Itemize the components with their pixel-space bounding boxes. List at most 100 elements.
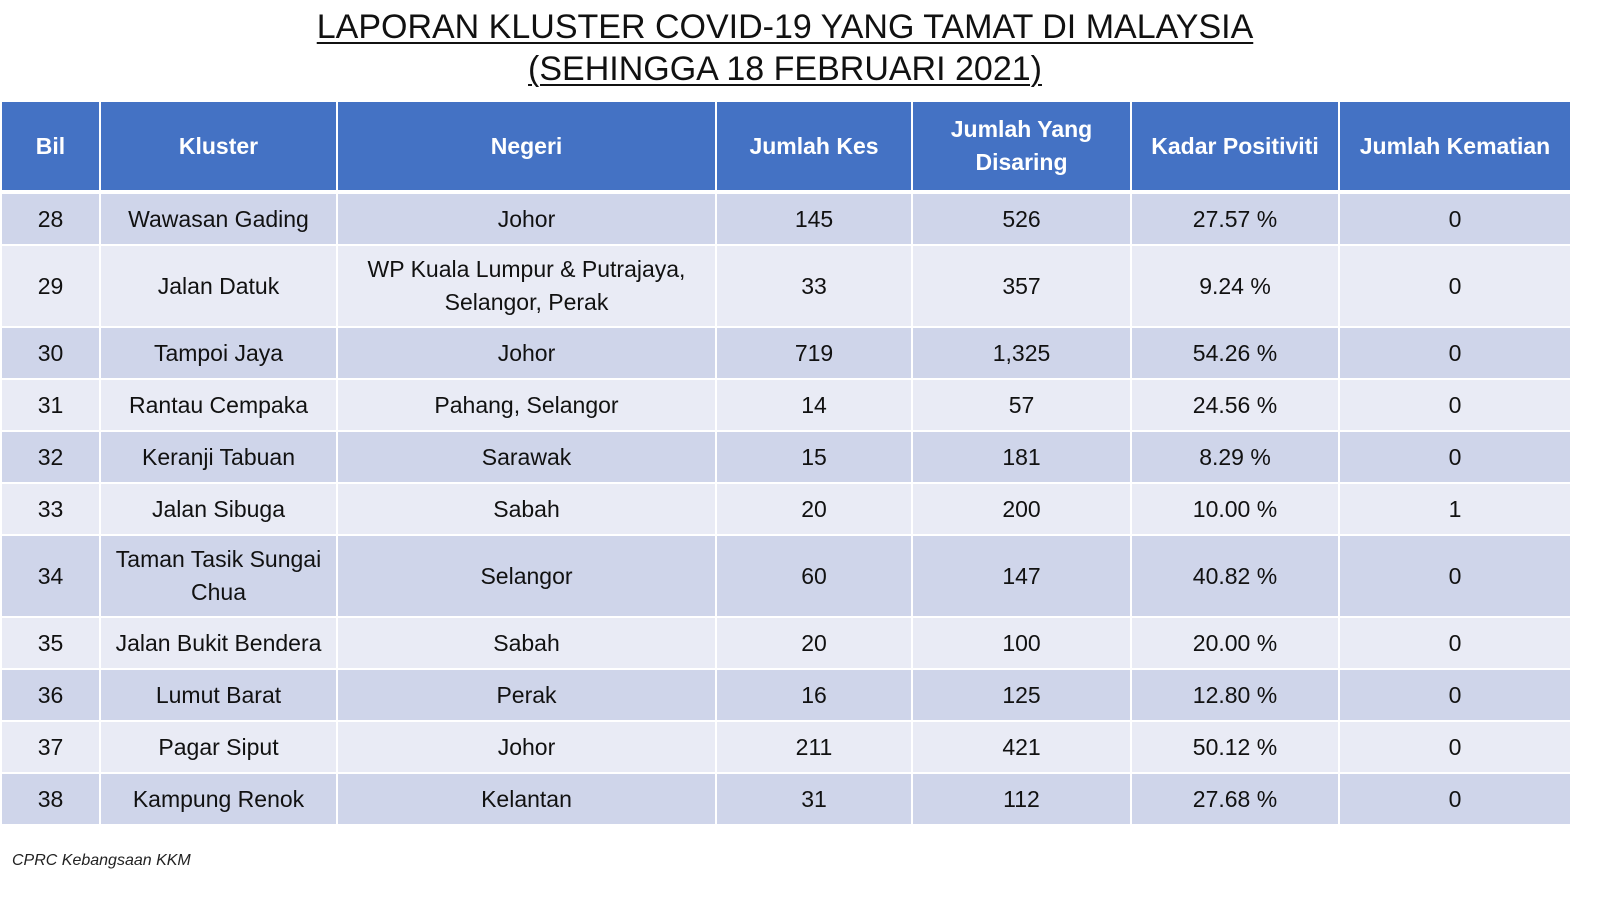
cell-kadar-positiviti: 27.68 %: [1130, 772, 1340, 826]
cell-kluster: Pagar Siput: [99, 720, 338, 774]
cell-negeri: WP Kuala Lumpur & Putrajaya, Selangor, P…: [336, 244, 717, 328]
header-jumlah-kes: Jumlah Kes: [715, 100, 913, 194]
cell-bil: 38: [0, 772, 101, 826]
cell-kadar-positiviti: 10.00 %: [1130, 482, 1340, 536]
cell-jumlah-kes: 211: [715, 720, 913, 774]
table-header: Bil Kluster Negeri Jumlah Kes Jumlah Yan…: [0, 100, 1572, 194]
cell-kadar-positiviti: 20.00 %: [1130, 616, 1340, 670]
cell-kluster: Taman Tasik Sungai Chua: [99, 534, 338, 618]
table-row: 35 Jalan Bukit Bendera Sabah 20 100 20.0…: [0, 616, 1572, 670]
table-row: 33 Jalan Sibuga Sabah 20 200 10.00 % 1: [0, 482, 1572, 536]
cell-kadar-positiviti: 50.12 %: [1130, 720, 1340, 774]
table-row: 29 Jalan Datuk WP Kuala Lumpur & Putraja…: [0, 244, 1572, 328]
cell-kadar-positiviti: 9.24 %: [1130, 244, 1340, 328]
cell-jumlah-kematian: 0: [1338, 430, 1572, 484]
header-row: Bil Kluster Negeri Jumlah Kes Jumlah Yan…: [0, 100, 1572, 194]
cell-bil: 33: [0, 482, 101, 536]
cell-bil: 36: [0, 668, 101, 722]
title-line-2: (SEHINGGA 18 FEBRUARI 2021): [528, 50, 1042, 88]
cell-negeri: Sabah: [336, 616, 717, 670]
cell-jumlah-kematian: 1: [1338, 482, 1572, 536]
cell-jumlah-kematian: 0: [1338, 616, 1572, 670]
cell-jumlah-kematian: 0: [1338, 244, 1572, 328]
cell-kadar-positiviti: 27.57 %: [1130, 191, 1340, 246]
cell-bil: 28: [0, 191, 101, 246]
cluster-table: Bil Kluster Negeri Jumlah Kes Jumlah Yan…: [0, 100, 1572, 826]
cell-negeri: Sarawak: [336, 430, 717, 484]
header-negeri: Negeri: [336, 100, 717, 194]
cell-jumlah-disaring: 181: [911, 430, 1132, 484]
cell-negeri: Johor: [336, 720, 717, 774]
table-row: 32 Keranji Tabuan Sarawak 15 181 8.29 % …: [0, 430, 1572, 484]
header-jumlah-disaring: Jumlah Yang Disaring: [911, 100, 1132, 194]
cell-negeri: Kelantan: [336, 772, 717, 826]
cell-jumlah-disaring: 357: [911, 244, 1132, 328]
table-row: 36 Lumut Barat Perak 16 125 12.80 % 0: [0, 668, 1572, 722]
cell-jumlah-kematian: 0: [1338, 191, 1572, 246]
cell-negeri: Selangor: [336, 534, 717, 618]
cell-jumlah-kes: 20: [715, 482, 913, 536]
cell-negeri: Pahang, Selangor: [336, 378, 717, 432]
cell-bil: 30: [0, 326, 101, 380]
report-title: LAPORAN KLUSTER COVID-19 YANG TAMAT DI M…: [0, 6, 1570, 90]
title-line-1: LAPORAN KLUSTER COVID-19 YANG TAMAT DI M…: [316, 8, 1254, 46]
cell-jumlah-kes: 16: [715, 668, 913, 722]
cell-jumlah-kes: 60: [715, 534, 913, 618]
cell-kadar-positiviti: 8.29 %: [1130, 430, 1340, 484]
cell-kluster: Rantau Cempaka: [99, 378, 338, 432]
cell-jumlah-kematian: 0: [1338, 772, 1572, 826]
cell-jumlah-disaring: 100: [911, 616, 1132, 670]
cell-negeri: Perak: [336, 668, 717, 722]
table-row: 31 Rantau Cempaka Pahang, Selangor 14 57…: [0, 378, 1572, 432]
cell-jumlah-disaring: 200: [911, 482, 1132, 536]
table-row: 37 Pagar Siput Johor 211 421 50.12 % 0: [0, 720, 1572, 774]
table-row: 38 Kampung Renok Kelantan 31 112 27.68 %…: [0, 772, 1572, 826]
cell-jumlah-kematian: 0: [1338, 378, 1572, 432]
cell-jumlah-disaring: 125: [911, 668, 1132, 722]
cell-kluster: Lumut Barat: [99, 668, 338, 722]
cell-bil: 32: [0, 430, 101, 484]
cell-jumlah-kematian: 0: [1338, 668, 1572, 722]
cell-jumlah-kematian: 0: [1338, 720, 1572, 774]
table-body: 28 Wawasan Gading Johor 145 526 27.57 % …: [0, 191, 1572, 826]
cell-jumlah-disaring: 147: [911, 534, 1132, 618]
table-row: 30 Tampoi Jaya Johor 719 1,325 54.26 % 0: [0, 326, 1572, 380]
cell-kluster: Wawasan Gading: [99, 191, 338, 246]
source-footer: CPRC Kebangsaan KKM: [12, 852, 191, 869]
cell-kadar-positiviti: 54.26 %: [1130, 326, 1340, 380]
cell-jumlah-disaring: 1,325: [911, 326, 1132, 380]
cell-bil: 29: [0, 244, 101, 328]
cell-negeri: Sabah: [336, 482, 717, 536]
header-kluster: Kluster: [99, 100, 338, 194]
cell-jumlah-disaring: 526: [911, 191, 1132, 246]
cell-bil: 37: [0, 720, 101, 774]
cell-jumlah-kes: 14: [715, 378, 913, 432]
cell-negeri: Johor: [336, 191, 717, 246]
cell-bil: 35: [0, 616, 101, 670]
cell-jumlah-kes: 15: [715, 430, 913, 484]
cell-kadar-positiviti: 12.80 %: [1130, 668, 1340, 722]
cell-jumlah-kes: 145: [715, 191, 913, 246]
cell-kadar-positiviti: 40.82 %: [1130, 534, 1340, 618]
cell-jumlah-kes: 33: [715, 244, 913, 328]
cell-jumlah-kes: 20: [715, 616, 913, 670]
cell-negeri: Johor: [336, 326, 717, 380]
header-jumlah-kematian: Jumlah Kematian: [1338, 100, 1572, 194]
cell-kluster: Keranji Tabuan: [99, 430, 338, 484]
cell-jumlah-disaring: 112: [911, 772, 1132, 826]
header-kadar-positiviti: Kadar Positiviti: [1130, 100, 1340, 194]
cell-jumlah-kematian: 0: [1338, 326, 1572, 380]
cell-bil: 34: [0, 534, 101, 618]
cell-bil: 31: [0, 378, 101, 432]
cell-jumlah-disaring: 421: [911, 720, 1132, 774]
cell-jumlah-kes: 719: [715, 326, 913, 380]
cell-kluster: Jalan Bukit Bendera: [99, 616, 338, 670]
cell-jumlah-disaring: 57: [911, 378, 1132, 432]
cell-kluster: Jalan Sibuga: [99, 482, 338, 536]
cell-kluster: Jalan Datuk: [99, 244, 338, 328]
cell-kluster: Tampoi Jaya: [99, 326, 338, 380]
cell-jumlah-kematian: 0: [1338, 534, 1572, 618]
table-row: 28 Wawasan Gading Johor 145 526 27.57 % …: [0, 191, 1572, 246]
cell-kluster: Kampung Renok: [99, 772, 338, 826]
header-bil: Bil: [0, 100, 101, 194]
